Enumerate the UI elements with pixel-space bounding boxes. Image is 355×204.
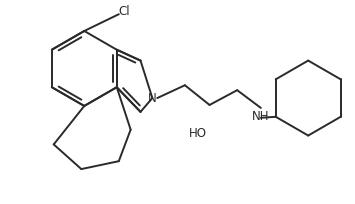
Text: Cl: Cl xyxy=(119,5,130,18)
Text: HO: HO xyxy=(189,127,207,140)
Text: NH: NH xyxy=(252,110,269,123)
Text: N: N xyxy=(148,92,157,105)
